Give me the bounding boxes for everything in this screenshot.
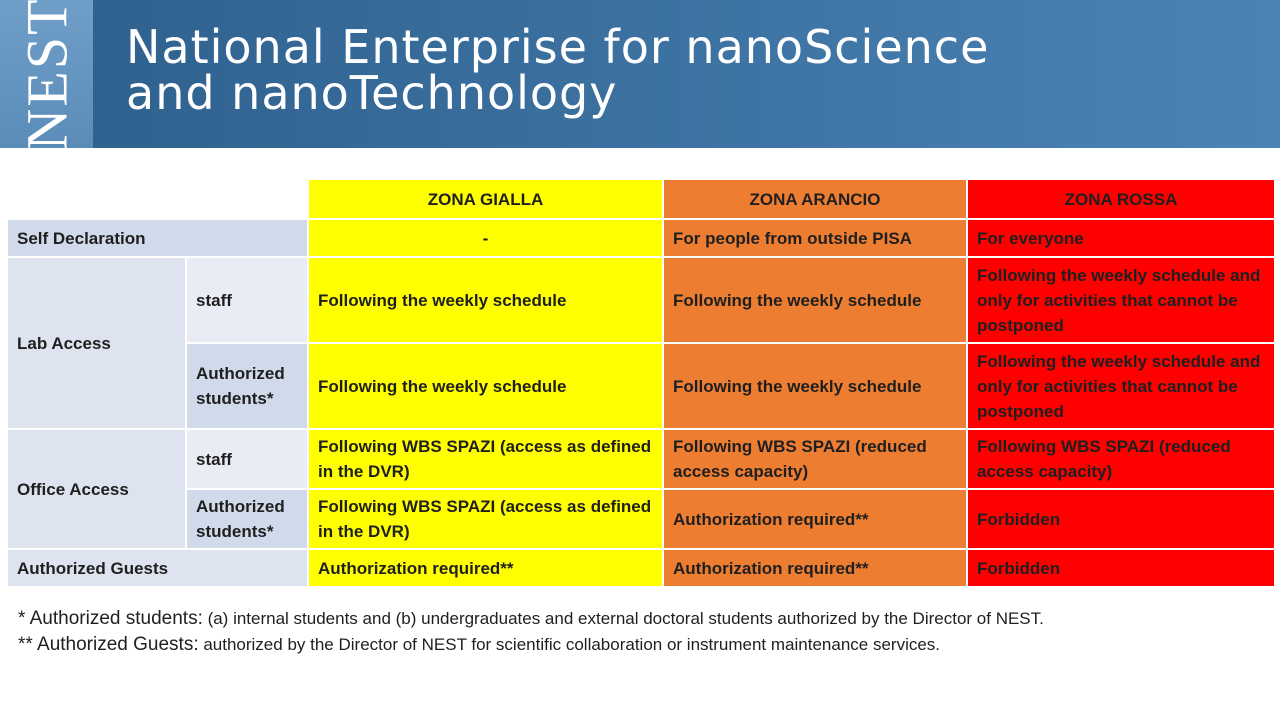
row-authorized-guests: Authorized Guests Authorization required…	[6, 548, 1276, 588]
cell-office-staff-gialla: Following WBS SPAZI (access as defined i…	[307, 428, 664, 490]
sublabel-office-students: Authorized students*	[185, 488, 309, 550]
row-label-authorized-guests: Authorized Guests	[6, 548, 309, 588]
footnote-students: * Authorized students: (a) internal stud…	[18, 606, 1268, 632]
row-office-access-students: Authorized students* Following WBS SPAZI…	[7, 488, 1276, 550]
table-header-row: ZONA GIALLA ZONA ARANCIO ZONA ROSSA	[6, 178, 1276, 220]
cell-self-declaration-arancio: For people from outside PISA	[662, 218, 968, 258]
access-rules-table: ZONA GIALLA ZONA ARANCIO ZONA ROSSA Self…	[6, 178, 1276, 588]
row-lab-access-students: Authorized students* Following the weekl…	[7, 342, 1276, 430]
cell-lab-staff-rossa: Following the weekly schedule and only f…	[966, 256, 1276, 344]
header-banner: NEST National Enterprise for nanoScience…	[0, 0, 1280, 151]
cell-office-staff-rossa: Following WBS SPAZI (reduced access capa…	[966, 428, 1276, 490]
nest-logo: NEST	[0, 0, 93, 151]
cell-office-students-arancio: Authorization required**	[662, 488, 968, 550]
footnote-students-key: * Authorized students:	[18, 608, 203, 629]
cell-lab-staff-arancio: Following the weekly schedule	[662, 256, 968, 344]
cell-office-staff-arancio: Following WBS SPAZI (reduced access capa…	[662, 428, 968, 490]
logo-text: NEST	[14, 0, 80, 151]
footnote-students-text: (a) internal students and (b) undergradu…	[202, 609, 1044, 628]
cell-self-declaration-rossa: For everyone	[966, 218, 1276, 258]
footnote-guests-key: ** Authorized Guests:	[18, 634, 199, 655]
title-line-2: and nanoTechnology	[126, 66, 618, 120]
column-header-zona-rossa: ZONA ROSSA	[966, 178, 1276, 220]
cell-office-students-gialla: Following WBS SPAZI (access as defined i…	[307, 488, 664, 550]
sublabel-lab-students: Authorized students*	[185, 342, 309, 430]
row-label-office-access: Office Access	[6, 428, 187, 550]
cell-guests-rossa: Forbidden	[966, 548, 1276, 588]
footnote-guests: ** Authorized Guests: authorized by the …	[18, 632, 1268, 658]
footnote-guests-text: authorized by the Director of NEST for s…	[198, 635, 941, 654]
column-header-zona-arancio: ZONA ARANCIO	[662, 178, 968, 220]
cell-guests-gialla: Authorization required**	[307, 548, 664, 588]
cell-office-students-rossa: Forbidden	[966, 488, 1276, 550]
row-lab-access-staff: Lab Access staff Following the weekly sc…	[6, 256, 1276, 430]
cell-lab-students-rossa: Following the weekly schedule and only f…	[966, 342, 1276, 430]
sublabel-office-staff: staff	[185, 428, 309, 490]
cell-lab-students-arancio: Following the weekly schedule	[662, 342, 968, 430]
cell-lab-students-gialla: Following the weekly schedule	[307, 342, 664, 430]
row-label-lab-access: Lab Access	[6, 256, 187, 430]
title-line-1: National Enterprise for nanoScience	[126, 20, 990, 74]
row-self-declaration: Self Declaration - For people from outsi…	[6, 218, 1276, 258]
sublabel-lab-staff: staff	[185, 256, 309, 344]
row-label-self-declaration: Self Declaration	[6, 218, 309, 258]
column-header-zona-gialla: ZONA GIALLA	[307, 178, 664, 220]
footnotes: * Authorized students: (a) internal stud…	[18, 606, 1268, 658]
cell-guests-arancio: Authorization required**	[662, 548, 968, 588]
page-title: National Enterprise for nanoScience and …	[126, 24, 989, 116]
header-blank-cell	[6, 178, 309, 220]
cell-self-declaration-gialla: -	[307, 218, 664, 258]
cell-lab-staff-gialla: Following the weekly schedule	[307, 256, 664, 344]
row-office-access-staff: Office Access staff Following WBS SPAZI …	[6, 428, 1276, 550]
